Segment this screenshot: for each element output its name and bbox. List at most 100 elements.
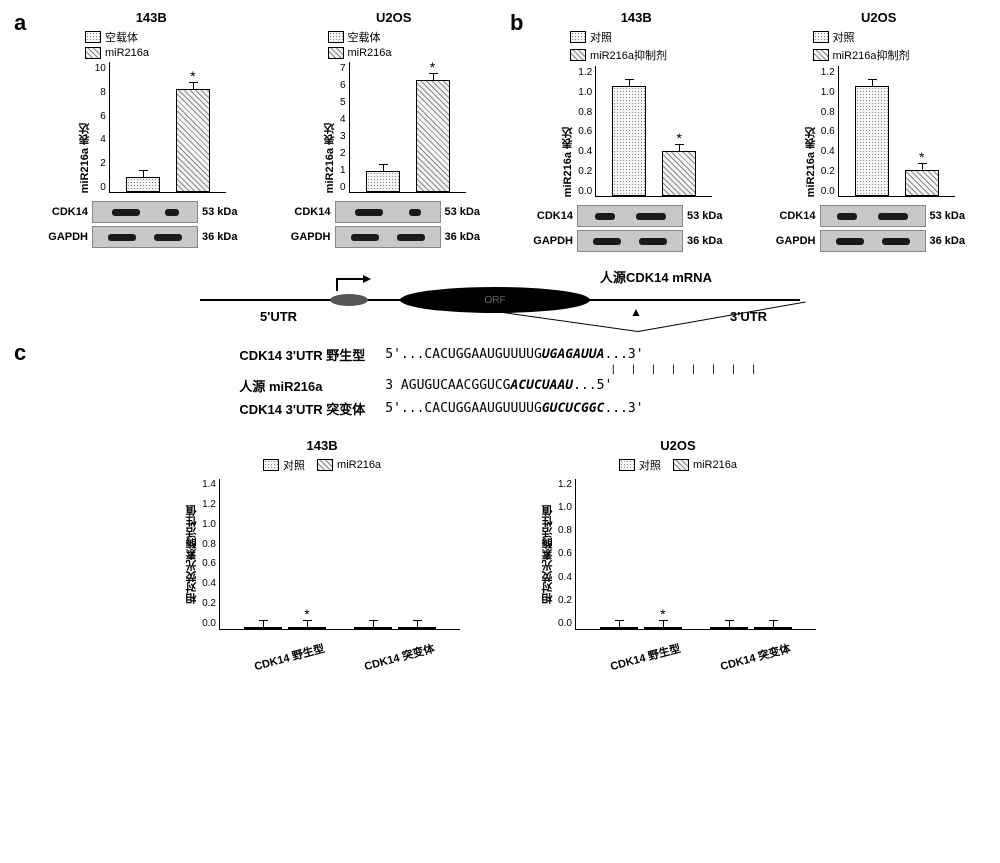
panel-c-label: c	[14, 340, 26, 366]
blot-kda: 53 kDa	[445, 206, 480, 218]
chart-title: 143B	[136, 10, 167, 25]
blot-section: CDK14 53 kDa GAPDH 36 kDa	[40, 201, 263, 251]
chart-title: 143B	[184, 438, 460, 453]
legend: 对照miR216a	[184, 457, 460, 473]
blot-kda: 36 kDa	[445, 231, 480, 243]
y-axis-label: 相对荧光素酶活性值	[540, 479, 556, 630]
bar	[126, 177, 160, 192]
seq-text: 3 AGUGUCAACGGUCGACUCUAAU...5'	[385, 378, 760, 393]
plot-area: *	[595, 66, 712, 197]
subpanel-a: 143B空载体miR216amiR216a 表达1086420*CDK1453 …	[40, 10, 263, 255]
legend-label: 空载体	[105, 29, 138, 45]
chart-title: U2OS	[540, 438, 816, 453]
bar: *	[176, 89, 210, 192]
seq-text: 5'...CACUGGAAUGUUUUGGUCUCGGC...3'	[385, 401, 760, 416]
subpanel-b: 143B对照miR216a抑制剂miR216a 表达1.21.00.80.60.…	[525, 10, 748, 255]
plot-area: *	[349, 62, 466, 193]
blot-image	[92, 226, 198, 248]
blot-section: CDK14 53 kDa GAPDH 36 kDa	[768, 205, 991, 255]
bar	[354, 627, 392, 629]
blot-label: GAPDH	[283, 231, 331, 243]
legend-label: miR216a	[348, 47, 392, 59]
luciferase-subpanel: U2OS对照miR216a相对荧光素酶活性值1.21.00.80.60.40.2…	[540, 438, 816, 656]
plot-area: *	[219, 479, 460, 630]
bar	[244, 627, 282, 629]
bar: *	[416, 80, 450, 192]
luciferase-subpanel: 143B对照miR216a相对荧光素酶活性值1.41.21.00.80.60.4…	[184, 438, 460, 656]
legend-swatch	[85, 47, 101, 59]
blot-image	[820, 230, 926, 252]
x-axis-label: CDK14 突变体	[345, 640, 436, 679]
blot-kda: 36 kDa	[202, 231, 237, 243]
chart-title: U2OS	[376, 10, 411, 25]
seq-label: CDK14 3'UTR 突变体	[239, 399, 365, 418]
blot-image	[820, 205, 926, 227]
bar: *	[288, 627, 326, 629]
bar	[855, 86, 889, 196]
blot-label: CDK14	[40, 206, 88, 218]
y-axis-label: 相对荧光素酶活性值	[184, 479, 200, 630]
seq-text: 5'...CACUGGAAUGUUUUGUGAGAUUA...3'	[385, 347, 760, 362]
y-axis-label: miR216a 表达	[77, 123, 93, 193]
legend-label: 对照	[833, 29, 855, 45]
blot-label: CDK14	[283, 206, 331, 218]
blot-label: GAPDH	[768, 235, 816, 247]
sequence-block: CDK14 3'UTR 野生型 5'...CACUGGAAUGUUUUGUGAGA…	[239, 345, 760, 418]
bar	[600, 627, 638, 629]
seq-label: 人源 miR216a	[239, 376, 365, 395]
chart-title: 143B	[621, 10, 652, 25]
blot-kda: 53 kDa	[202, 206, 237, 218]
legend-swatch	[813, 49, 829, 61]
legend: 对照miR216a	[540, 457, 816, 473]
y-axis-label: miR216a 表达	[560, 127, 576, 197]
seq-label: CDK14 3'UTR 野生型	[239, 345, 365, 364]
legend-label: miR216a抑制剂	[833, 47, 910, 63]
bar: *	[644, 627, 682, 629]
mrna-diagram: ORF 人源CDK14 mRNA 5'UTR 3'UTR ▲ CDK14 3'U…	[150, 285, 850, 418]
top-row: 143B空载体miR216amiR216a 表达1086420*CDK1453 …	[10, 10, 990, 255]
legend-swatch	[813, 31, 829, 43]
legend: 对照 miR216a抑制剂	[813, 29, 910, 63]
subpanel-a: U2OS空载体miR216amiR216a 表达76543210*CDK1453…	[283, 10, 506, 255]
blot-image	[92, 201, 198, 223]
legend-label: miR216a	[105, 47, 149, 59]
y-axis-label: miR216a 表达	[322, 123, 338, 193]
x-axis-label: CDK14 突变体	[701, 640, 792, 679]
legend: 对照 miR216a抑制剂	[570, 29, 667, 63]
blot-section: CDK1453 kDaGAPDH36 kDa	[525, 205, 748, 255]
panel-a-label: a	[14, 10, 26, 36]
bar	[612, 86, 646, 196]
blot-kda: 36 kDa	[930, 235, 965, 247]
blot-section: CDK14 53 kDa GAPDH 36 kDa	[283, 201, 506, 251]
bar	[366, 171, 400, 192]
plot-area: *	[109, 62, 226, 193]
blot-image	[335, 201, 441, 223]
blot-image	[335, 226, 441, 248]
blot-label: CDK14	[768, 210, 816, 222]
panel-c: ORF 人源CDK14 mRNA 5'UTR 3'UTR ▲ CDK14 3'U…	[10, 285, 990, 656]
plot-area: *	[575, 479, 816, 630]
legend-swatch	[328, 31, 344, 43]
legend-label: miR216a抑制剂	[590, 47, 667, 63]
blot-kda: 36 kDa	[687, 235, 722, 247]
panel-b-label: b	[510, 10, 523, 36]
bar: *	[662, 151, 696, 196]
x-axis-label: CDK14 野生型	[591, 640, 682, 679]
blot-image	[577, 230, 683, 252]
figure-root: a b 143B空载体miR216amiR216a 表达1086420*CDK1…	[10, 10, 990, 656]
legend-label: 对照	[590, 29, 612, 45]
blot-label: GAPDH	[525, 235, 573, 247]
legend: 空载体 miR216a	[328, 29, 392, 59]
blot-kda: 53 kDa	[687, 210, 722, 222]
subpanel-b: U2OS对照miR216a抑制剂miR216a 表达1.21.00.80.60.…	[768, 10, 991, 255]
legend-label: 空载体	[348, 29, 381, 45]
blot-kda: 53 kDa	[930, 210, 965, 222]
legend-swatch	[85, 31, 101, 43]
legend: 空载体 miR216a	[85, 29, 149, 59]
x-axis-label: CDK14 野生型	[235, 640, 326, 679]
blot-label: GAPDH	[40, 231, 88, 243]
luciferase-charts: 143B对照miR216a相对荧光素酶活性值1.41.21.00.80.60.4…	[10, 438, 990, 656]
blot-image	[577, 205, 683, 227]
bar: *	[905, 170, 939, 196]
legend-swatch	[570, 49, 586, 61]
